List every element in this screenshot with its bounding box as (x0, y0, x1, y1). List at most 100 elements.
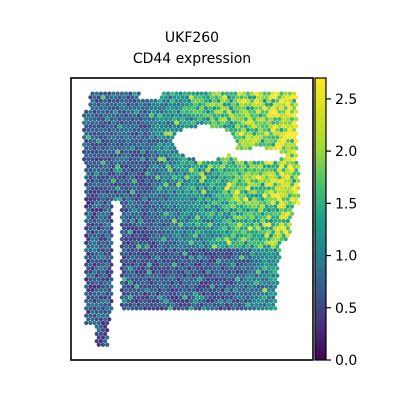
spot (224, 266, 229, 271)
spot (90, 171, 95, 176)
spot (279, 149, 284, 154)
spot (197, 204, 202, 209)
spot (285, 131, 290, 136)
spot (168, 262, 173, 267)
spot (231, 109, 236, 114)
spot (155, 160, 160, 165)
spot (199, 164, 204, 169)
spot (107, 178, 112, 184)
spot (132, 178, 137, 184)
spot (231, 233, 236, 238)
spot (231, 255, 236, 260)
spot (191, 244, 196, 249)
spot (220, 200, 225, 205)
spot (271, 193, 276, 198)
spot (96, 197, 101, 202)
spot (273, 131, 278, 136)
spot (216, 302, 221, 307)
spot (262, 135, 267, 140)
spot (142, 306, 148, 311)
spot (241, 244, 246, 249)
spot (147, 146, 152, 151)
spot (130, 211, 135, 216)
spot (159, 102, 164, 107)
spot (140, 106, 145, 111)
spot (130, 262, 135, 267)
spot (277, 175, 282, 180)
spot (142, 277, 148, 282)
spot (292, 142, 297, 147)
spot (172, 102, 177, 107)
spot (166, 98, 171, 103)
spot (130, 109, 135, 114)
spot (88, 291, 93, 296)
spot (180, 299, 185, 304)
spot (214, 306, 219, 311)
spot (214, 233, 219, 238)
spot (220, 215, 225, 220)
spot (174, 222, 179, 227)
spot (157, 157, 162, 162)
spot (281, 233, 286, 238)
spot (254, 164, 259, 169)
spot (205, 102, 211, 107)
spot (258, 288, 263, 293)
spot (117, 146, 122, 151)
spot (195, 295, 200, 300)
spot (182, 113, 187, 118)
spot (92, 262, 97, 267)
spot (84, 168, 89, 173)
spot (147, 182, 152, 187)
spot (178, 251, 183, 256)
spot (174, 215, 179, 220)
spot (193, 189, 198, 194)
spot (250, 193, 255, 198)
spot (174, 193, 179, 198)
spot (182, 280, 187, 285)
spot (243, 182, 248, 187)
spot (100, 248, 106, 253)
spot (88, 146, 93, 151)
spot (180, 175, 185, 180)
spot (105, 95, 110, 100)
spot (247, 291, 253, 296)
spot (285, 168, 290, 173)
spot (92, 233, 97, 238)
spot (142, 189, 148, 194)
spot (113, 146, 118, 151)
spot (170, 200, 175, 205)
spot (271, 302, 276, 307)
spot (119, 259, 124, 264)
spot (279, 113, 284, 118)
spot (191, 288, 196, 293)
spot (145, 273, 150, 278)
spot (208, 229, 213, 235)
spot (142, 240, 148, 245)
spot (176, 248, 181, 253)
spot (287, 120, 292, 125)
spot (252, 255, 257, 260)
spot (100, 320, 106, 326)
spot (273, 124, 278, 129)
spot (157, 280, 162, 285)
spot (134, 269, 139, 275)
spot (281, 117, 286, 122)
spot (258, 244, 263, 249)
spot (189, 160, 194, 165)
spot (266, 273, 271, 278)
spot (224, 273, 229, 278)
spot (134, 175, 139, 180)
spot (264, 218, 269, 224)
spot (88, 269, 93, 275)
spot (168, 109, 173, 114)
spot (226, 240, 232, 245)
spot (241, 200, 246, 205)
spot (124, 113, 129, 118)
spot (119, 215, 124, 220)
spot (208, 251, 213, 256)
spot (96, 102, 101, 107)
spot (142, 102, 148, 107)
spot (105, 160, 110, 165)
spot (258, 273, 263, 278)
spot (229, 113, 234, 118)
